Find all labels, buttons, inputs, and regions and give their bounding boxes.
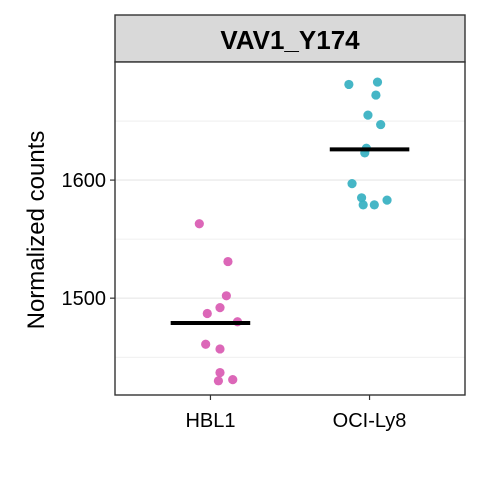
x-tick-label: HBL1 — [185, 410, 235, 432]
data-point — [221, 291, 231, 301]
data-point — [201, 339, 211, 349]
data-point — [358, 200, 368, 210]
data-point — [371, 90, 381, 100]
y-axis-title: Normalized counts — [23, 131, 50, 330]
panel-border — [114, 61, 466, 396]
data-point — [347, 179, 357, 189]
y-tick-label: 1600 — [62, 170, 107, 192]
facet-strip — [114, 14, 466, 63]
data-point — [202, 308, 212, 319]
data-point — [382, 195, 392, 205]
data-point — [228, 375, 238, 385]
data-point — [215, 367, 225, 378]
y-tick-label: 1500 — [62, 288, 107, 310]
data-point — [369, 200, 379, 210]
data-point — [363, 110, 373, 120]
x-tick-label: OCI-Ly8 — [333, 410, 407, 432]
plot-panel — [115, 62, 465, 395]
major-gridlines — [115, 179, 465, 299]
minor-gridlines — [115, 120, 465, 358]
x-axis: HBL1 OCI-Ly8 — [185, 395, 406, 432]
facet-strip-title: VAV1_Y174 — [220, 25, 360, 55]
data-point — [194, 219, 204, 229]
data-point — [215, 303, 225, 313]
mean-bars — [170, 147, 410, 325]
data-point — [215, 344, 225, 354]
data-point — [213, 376, 224, 386]
data-point — [356, 193, 367, 203]
data-point — [372, 77, 383, 87]
data-point — [376, 119, 386, 130]
data-point — [223, 256, 233, 267]
y-axis: 1500 1600 — [62, 170, 115, 310]
data-point — [344, 79, 354, 90]
data-points — [194, 77, 392, 386]
